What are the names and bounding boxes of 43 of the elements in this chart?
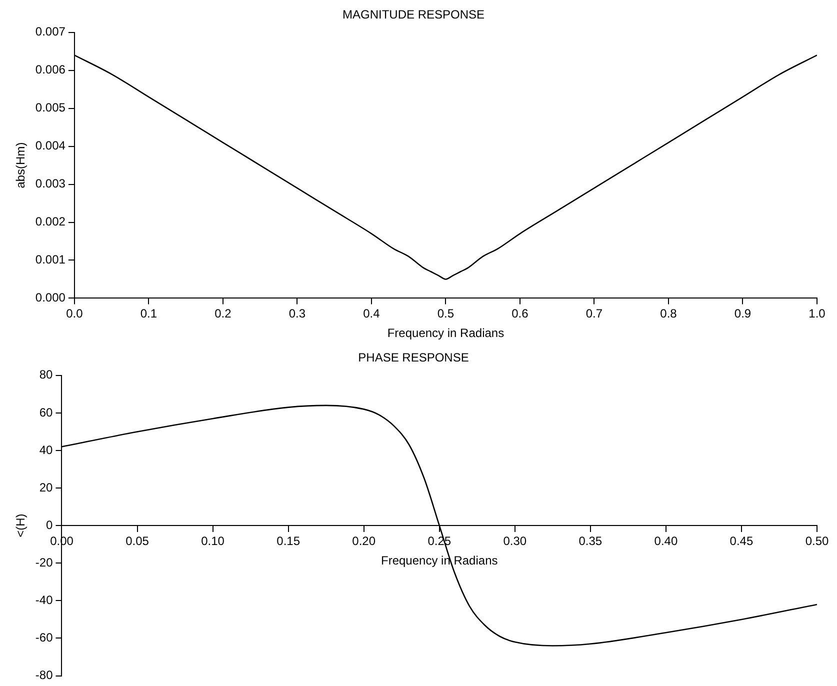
y-tick-label: 0 — [46, 518, 54, 532]
y-tick-label: -60 — [35, 630, 54, 645]
x-tick-label: 0.6 — [512, 306, 529, 321]
x-tick-label: 0.35 — [578, 534, 602, 548]
x-tick-label: 0.7 — [586, 306, 603, 321]
x-axis-title: Frequency in Radians — [381, 554, 498, 568]
x-tick-label: 0.0 — [66, 306, 84, 321]
y-tick-label: 0.003 — [35, 176, 66, 191]
x-tick-label: 0.8 — [660, 306, 678, 321]
chart-title: MAGNITUDE RESPONSE — [342, 8, 485, 22]
x-tick-label: 0.30 — [503, 534, 527, 548]
y-tick-label: -20 — [35, 555, 54, 570]
x-tick-label: 0.1 — [140, 306, 158, 321]
x-tick-label: 0.4 — [363, 306, 380, 321]
y-tick-label: -40 — [35, 593, 54, 608]
y-tick-label: 20 — [39, 480, 54, 494]
x-tick-label: 0.20 — [352, 534, 376, 548]
y-tick-label: 0.007 — [35, 24, 66, 39]
x-tick-label: 0.50 — [805, 534, 829, 548]
x-tick-label: 0.5 — [437, 306, 454, 321]
y-tick-label: 0.005 — [35, 100, 66, 115]
y-axis-title: abs(Hm) — [14, 142, 28, 188]
y-tick-label: 0.000 — [35, 290, 66, 305]
x-tick-label: 1.0 — [808, 306, 826, 321]
x-tick-label: 0.10 — [201, 534, 225, 548]
x-tick-label: 0.9 — [734, 306, 752, 321]
y-tick-label: 0.006 — [35, 62, 66, 77]
chart-title: PHASE RESPONSE — [358, 350, 469, 365]
y-tick-label: 60 — [39, 405, 54, 420]
x-axis-title: Frequency in Radians — [387, 326, 504, 340]
y-tick-label: -80 — [35, 668, 54, 682]
y-tick-label: 0.002 — [35, 214, 66, 229]
x-tick-label: 0.2 — [214, 306, 232, 321]
y-tick-label: 0.004 — [35, 138, 66, 153]
x-tick-label: 0.40 — [654, 534, 678, 548]
x-tick-label: 0.15 — [276, 534, 300, 548]
y-tick-label: 40 — [39, 442, 54, 457]
x-tick-label: 0.05 — [126, 534, 150, 548]
y-tick-label: 80 — [39, 368, 54, 382]
x-tick-label: 0.3 — [288, 306, 306, 321]
x-tick-label: 0.45 — [730, 534, 754, 548]
y-axis-title: <(H) — [14, 514, 28, 538]
y-tick-label: 0.001 — [35, 252, 66, 267]
